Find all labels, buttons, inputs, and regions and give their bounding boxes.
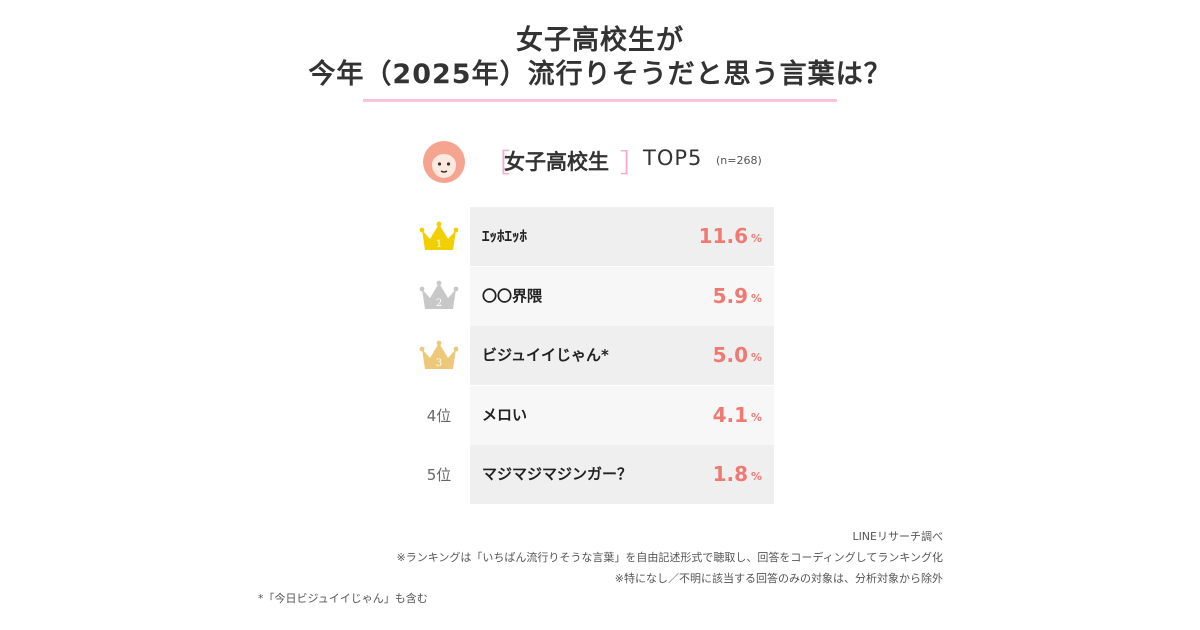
data-cell: マジマジマジンガー？ 1.8%	[470, 445, 774, 504]
top5-label: TOP5	[643, 146, 703, 170]
rank-number: 2	[436, 298, 442, 309]
rank-number: 3	[436, 358, 442, 369]
table-row: 2 〇〇界隈 5.9%	[408, 266, 778, 326]
percent-unit: %	[750, 232, 762, 245]
rank-cell: 2	[408, 267, 470, 326]
footnote: *「今日ビジュイイじゃん」も含む	[258, 592, 428, 605]
rank-cell: 1	[408, 207, 470, 266]
percent-value: 11.6	[698, 224, 748, 248]
source-label: LINEリサーチ調べ	[852, 530, 943, 543]
rank-number: 1	[436, 239, 442, 250]
percent-value: 4.1	[712, 402, 748, 427]
bracket-right: ］	[620, 149, 647, 179]
word-label: マジマジマジンガー？	[482, 465, 633, 483]
title-underline	[363, 99, 837, 102]
title-line-2: 今年（2025年）流行りそうだと思う言葉は？	[308, 59, 892, 90]
girl-avatar-icon	[423, 141, 465, 183]
percent-unit: %	[750, 351, 762, 364]
rank-cell: 4位	[408, 386, 470, 445]
rank-label: 4位	[426, 406, 452, 425]
percent-unit: %	[750, 291, 762, 305]
data-cell: ビジュイイじゃん* 5.0%	[470, 326, 774, 385]
ranking-header: ［ 女子高校生 ］ TOP5 (n=268)	[0, 140, 1200, 184]
word-label: ビジュイイじゃん*	[482, 346, 609, 364]
bronze-crown-icon: 3	[419, 340, 459, 369]
table-row: 5位 マジマジマジンガー？ 1.8%	[408, 445, 778, 504]
segment-label: 女子高校生	[504, 150, 609, 174]
word-label: 〇〇界隈	[482, 286, 543, 305]
table-row: 1 ｴｯﾎｴｯﾎ 11.6%	[408, 207, 778, 266]
page-title: 女子高校生が 今年（2025年）流行りそうだと思う言葉は？	[0, 24, 1200, 92]
table-row: 3 ビジュイイじゃん* 5.0%	[408, 326, 778, 385]
data-cell: メロい 4.1%	[470, 385, 774, 445]
data-cell: 〇〇界隈 5.9%	[470, 266, 774, 326]
percent-value: 5.9	[712, 283, 748, 308]
rank-cell: 3	[408, 326, 470, 385]
note-2: ※特になし／不明に該当する回答のみの対象は、分析対象から除外	[614, 572, 943, 585]
note-1: ※ランキングは「いちばん流行りそうな言葉」を自由記述形式で聴取し、回答をコーディ…	[396, 551, 943, 564]
data-cell: ｴｯﾎｴｯﾎ 11.6%	[470, 207, 774, 266]
gold-crown-icon: 1	[419, 221, 459, 250]
silver-crown-icon: 2	[419, 280, 459, 309]
percent-value: 5.0	[712, 343, 748, 367]
rank-cell: 5位	[408, 445, 470, 504]
sample-size-label: (n=268)	[716, 154, 762, 167]
percent-unit: %	[750, 470, 762, 483]
percent-unit: %	[750, 410, 762, 424]
percent-value: 1.8	[712, 462, 748, 486]
bracket-left: ［	[484, 149, 511, 179]
rank-label: 5位	[426, 466, 452, 484]
word-label: ｴｯﾎｴｯﾎ	[482, 227, 528, 245]
table-row: 4位 メロい 4.1%	[408, 385, 778, 445]
word-label: メロい	[482, 405, 528, 424]
title-line-1: 女子高校生が	[516, 25, 684, 56]
